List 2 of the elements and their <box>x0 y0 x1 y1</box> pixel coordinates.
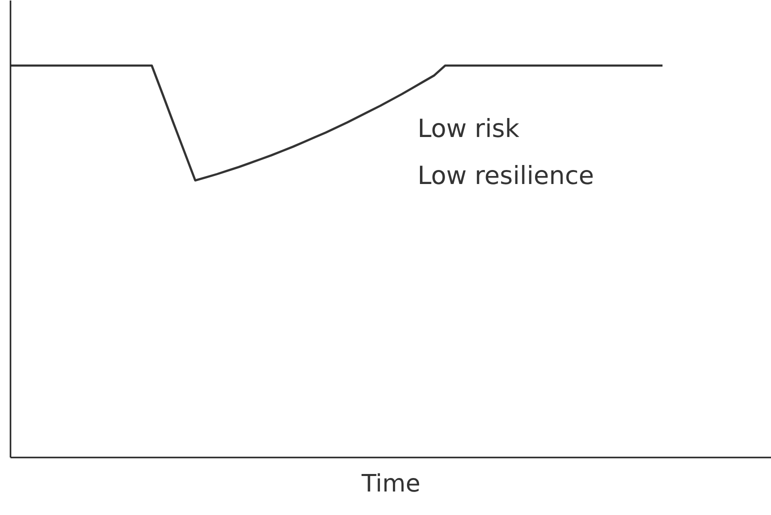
annotation: Low risk Low resilience <box>418 114 594 190</box>
x-axis-title: Time <box>360 470 420 498</box>
